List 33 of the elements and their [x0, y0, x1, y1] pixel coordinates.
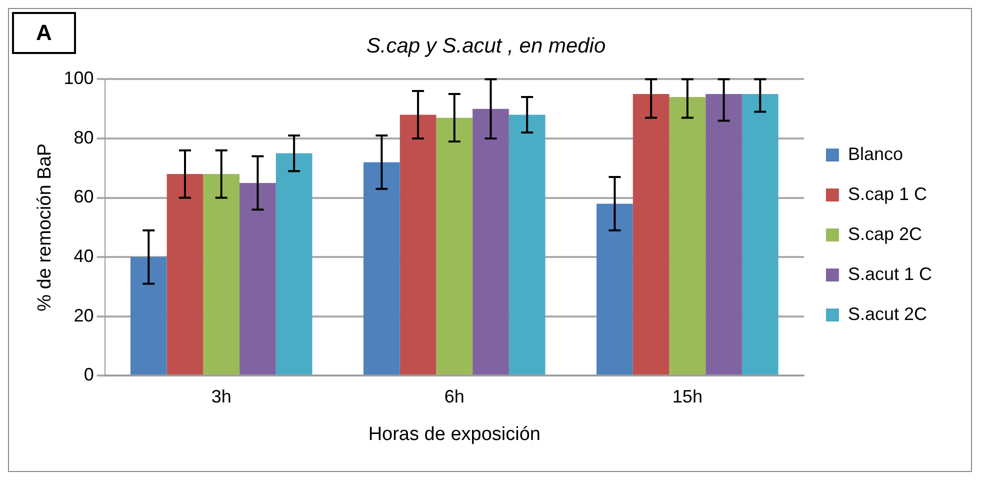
y-tick-label: 100 [64, 68, 94, 88]
bar [364, 162, 400, 375]
legend-label: S.acut 1 C [848, 264, 932, 284]
legend-label: S.acut 2C [848, 304, 928, 324]
bar [400, 114, 436, 375]
bar [706, 94, 742, 375]
y-tick-label: 80 [74, 127, 94, 148]
bar [632, 94, 670, 375]
x-axis-title: Horas de exposición [368, 424, 540, 445]
bar [203, 174, 240, 375]
bar [596, 204, 633, 375]
bar [130, 257, 167, 375]
y-tick-label: 0 [84, 364, 94, 385]
legend-label: S.cap 2C [848, 224, 922, 244]
legend-label: Blanco [848, 144, 904, 164]
y-tick-label: 60 [74, 186, 94, 207]
legend-label: S.cap 1 C [848, 184, 928, 204]
bar [240, 182, 276, 375]
y-axis-title: % de remoción BaP [34, 143, 56, 312]
bar [276, 153, 312, 375]
x-tick-label: 15h [672, 386, 702, 406]
bar [472, 108, 509, 375]
bar [166, 174, 204, 375]
y-tick-label: 40 [74, 246, 94, 266]
bar [436, 118, 473, 375]
bar [742, 94, 778, 375]
bar [669, 96, 706, 375]
bar [508, 114, 546, 375]
x-tick-label: 6h [444, 386, 464, 406]
x-tick-label: 3h [211, 386, 232, 406]
y-tick-label: 20 [74, 305, 94, 326]
chart-title: S.cap y S.acut , en medio [366, 34, 606, 58]
text: A [12, 12, 76, 54]
